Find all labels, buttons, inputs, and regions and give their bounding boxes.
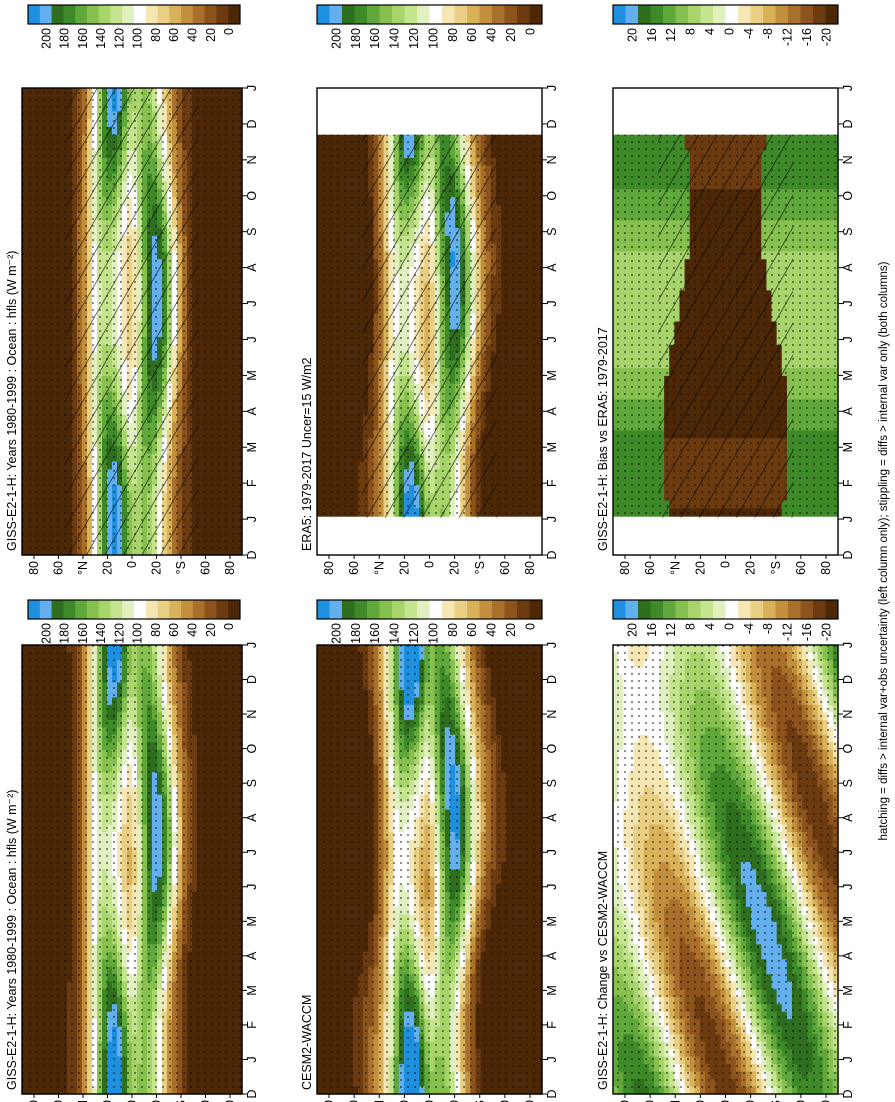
month-tick-label: J — [245, 336, 259, 342]
month-tick-label: A — [245, 263, 259, 272]
colorbar-swatch — [181, 5, 194, 24]
colorbar-tick-label: 120 — [112, 28, 126, 49]
colorbar-tick-label: 20 — [204, 28, 218, 42]
colorbar-tick-label: 140 — [94, 28, 108, 49]
lat-tick-label: 60 — [52, 561, 66, 575]
colorbar-swatch — [157, 5, 170, 24]
colorbar-swatch — [204, 5, 217, 24]
colorbar-tick-label: 160 — [76, 28, 90, 49]
colorbar-p1: 200 180 160 140 120 100 80 60 40 20 0 — [27, 4, 241, 49]
colorbar-tick-label: 100 — [131, 28, 145, 49]
colorbar-swatch — [122, 5, 135, 24]
colorbar-tick-label: 180 — [58, 28, 72, 49]
lat-tick-label: 60 — [199, 561, 213, 575]
colorbar-tick-label: 80 — [149, 28, 163, 42]
month-tick-label: O — [245, 191, 259, 201]
colorbar-tick-label: 60 — [167, 28, 181, 42]
colorbar-frame — [27, 4, 241, 25]
colorbar-swatch — [86, 5, 100, 24]
lat-tick-label: 80 — [223, 561, 237, 575]
lat-tick-label: °S — [174, 561, 188, 574]
month-tick-label: J — [245, 85, 259, 91]
colorbar-swatch — [110, 5, 123, 24]
lat-tick-label: 20 — [150, 561, 164, 575]
colorbar-tick-label: 200 — [39, 28, 53, 49]
chart-panel-p2: DJFMAMJJASONDJ8060°N20020°S6080GISS-E2-1… — [5, 599, 259, 1102]
colorbar-swatch — [169, 5, 182, 24]
colorbar-swatch — [192, 5, 206, 24]
colorbar-swatch — [134, 5, 147, 24]
colorbar-swatch — [39, 5, 52, 24]
colorbar-swatch — [98, 5, 111, 24]
month-tick-label: D — [245, 550, 259, 559]
month-tick-label: M — [245, 370, 259, 380]
month-tick-label: J — [245, 516, 259, 522]
lat-tick-label: 20 — [101, 561, 115, 575]
panel-title: GISS-E2-1-H: Years 1980-1999 : Ocean : h… — [5, 251, 19, 551]
colorbar-tick-label: 0 — [222, 28, 236, 35]
colorbar-tick-label: 40 — [185, 28, 199, 42]
month-tick-label: S — [245, 228, 259, 236]
colorbar-swatch — [145, 5, 158, 24]
month-tick-label: A — [245, 406, 259, 415]
colorbar-swatch — [216, 5, 229, 24]
month-tick-label: N — [245, 155, 259, 164]
month-tick-label: D — [245, 119, 259, 128]
colorbar-swatch — [75, 5, 88, 24]
colorbar-swatch — [28, 5, 41, 24]
month-tick-label: M — [245, 442, 259, 452]
colorbar-swatch — [63, 5, 76, 24]
hatch-overlay — [66, 88, 198, 555]
lat-tick-label: °N — [76, 561, 90, 575]
colorbar-swatch — [51, 5, 64, 24]
month-tick-label: F — [245, 479, 259, 487]
colorbar-swatch — [228, 5, 241, 24]
month-tick-label: J — [245, 300, 259, 306]
lat-tick-label: 80 — [27, 561, 41, 575]
lat-tick-label: 0 — [125, 561, 139, 568]
